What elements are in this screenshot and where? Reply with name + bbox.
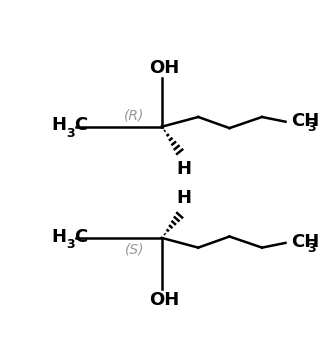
Text: C: C <box>75 227 88 245</box>
Text: H: H <box>52 227 67 245</box>
Text: H: H <box>176 189 192 207</box>
Text: 3: 3 <box>307 242 316 255</box>
Text: H: H <box>176 160 192 178</box>
Text: (S): (S) <box>125 242 144 256</box>
Text: CH: CH <box>291 233 319 251</box>
Text: H: H <box>52 116 67 134</box>
Text: OH: OH <box>149 291 179 309</box>
Text: CH: CH <box>291 112 319 130</box>
Text: OH: OH <box>149 59 179 77</box>
Text: 3: 3 <box>66 238 75 251</box>
Text: 3: 3 <box>307 121 316 134</box>
Text: C: C <box>75 116 88 134</box>
Text: (R): (R) <box>124 109 144 123</box>
Text: 3: 3 <box>66 127 75 140</box>
